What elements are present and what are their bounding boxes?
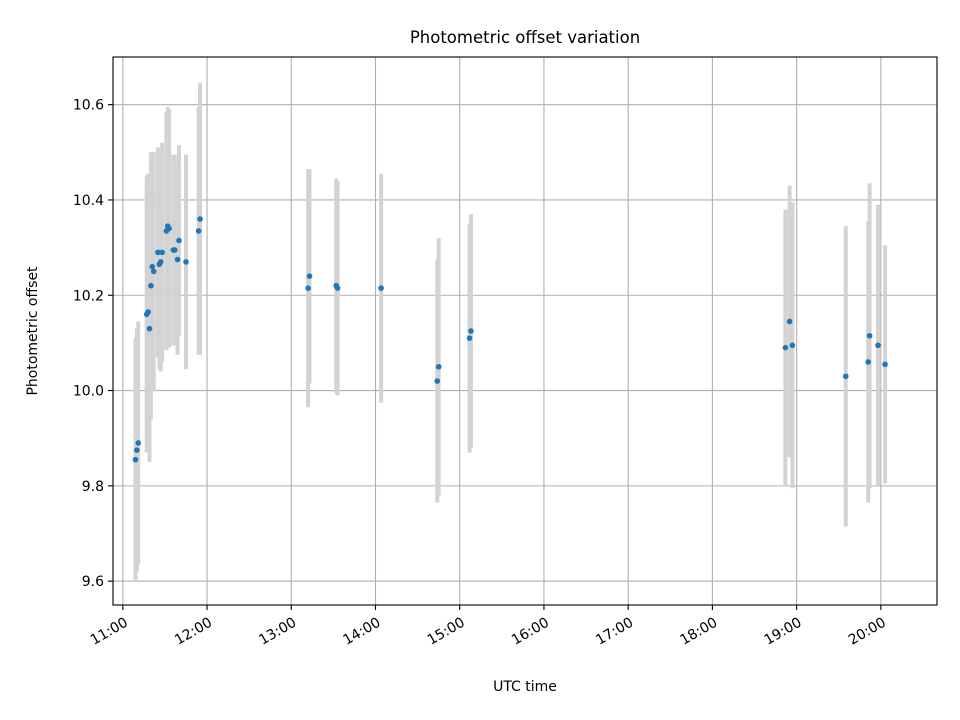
data-point xyxy=(434,378,441,384)
data-point xyxy=(789,342,796,349)
data-point xyxy=(195,228,202,234)
data-point xyxy=(866,332,873,339)
data-point xyxy=(148,282,154,289)
data-point xyxy=(159,249,165,256)
grid-lines xyxy=(113,57,937,605)
data-point xyxy=(842,373,849,380)
data-point xyxy=(786,318,793,325)
data-points xyxy=(132,216,888,463)
data-point xyxy=(334,285,341,291)
y-tick-label: 10.2 xyxy=(73,288,104,304)
data-point xyxy=(149,263,156,270)
data-point xyxy=(157,259,164,265)
data-point xyxy=(166,225,172,232)
data-point xyxy=(306,273,313,280)
data-point xyxy=(145,309,151,315)
data-point xyxy=(875,342,881,349)
y-tick-label: 10.6 xyxy=(73,98,104,114)
data-point xyxy=(466,335,473,341)
data-point xyxy=(183,259,189,265)
data-point xyxy=(435,363,442,370)
data-point xyxy=(132,456,139,463)
data-point xyxy=(134,447,140,453)
data-point xyxy=(865,359,872,365)
data-point xyxy=(135,440,142,446)
data-point xyxy=(176,237,182,244)
y-tick-label: 10.0 xyxy=(73,384,104,400)
x-axis-label: UTC time xyxy=(493,679,557,695)
chart-title: Photometric offset variation xyxy=(410,28,640,47)
plot-frame xyxy=(112,56,938,606)
data-point xyxy=(305,285,311,291)
data-point xyxy=(882,361,888,368)
y-tick-label: 10.4 xyxy=(73,193,104,209)
data-point xyxy=(171,247,178,253)
data-point xyxy=(155,249,161,256)
data-point xyxy=(378,285,384,291)
y-tick-label: 9.8 xyxy=(82,479,104,495)
data-point xyxy=(197,216,203,222)
data-point xyxy=(150,268,157,275)
data-point xyxy=(146,325,153,332)
data-point xyxy=(782,344,789,351)
data-point xyxy=(468,328,474,334)
y-tick-label: 9.6 xyxy=(82,574,104,590)
y-axis-label: Photometric offset xyxy=(25,266,41,396)
data-point xyxy=(174,256,181,263)
